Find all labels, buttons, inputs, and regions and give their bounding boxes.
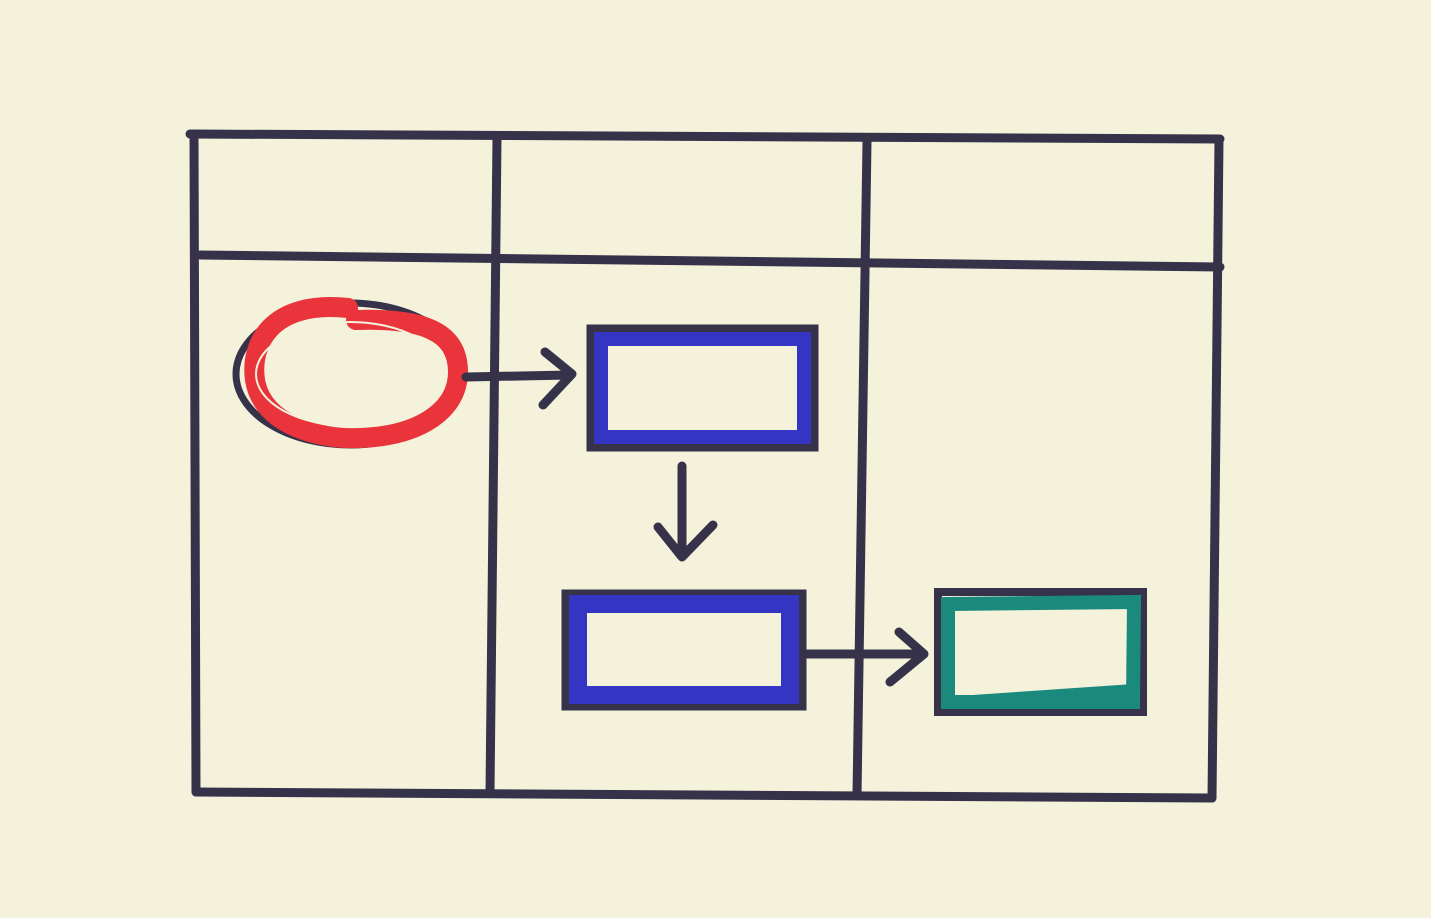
frame-top-border xyxy=(185,129,1225,144)
frame-left-border xyxy=(189,131,201,797)
arrow-start-to-process-1 xyxy=(461,347,577,410)
process-node-1 xyxy=(586,324,819,452)
lane-divider-2 xyxy=(852,137,872,800)
arrow-process-2-to-end xyxy=(801,627,929,687)
process-node-2 xyxy=(561,589,807,711)
end-node xyxy=(934,588,1147,716)
frame-bottom-border xyxy=(191,787,1217,803)
lane-divider-1 xyxy=(485,133,502,797)
arrow-process-1-to-process-2 xyxy=(653,461,718,562)
frame-right-border xyxy=(1207,135,1224,803)
swimlane-frame xyxy=(185,129,1225,803)
connectors xyxy=(461,347,929,687)
lane-header-divider xyxy=(195,250,1225,272)
start-node xyxy=(232,297,469,449)
